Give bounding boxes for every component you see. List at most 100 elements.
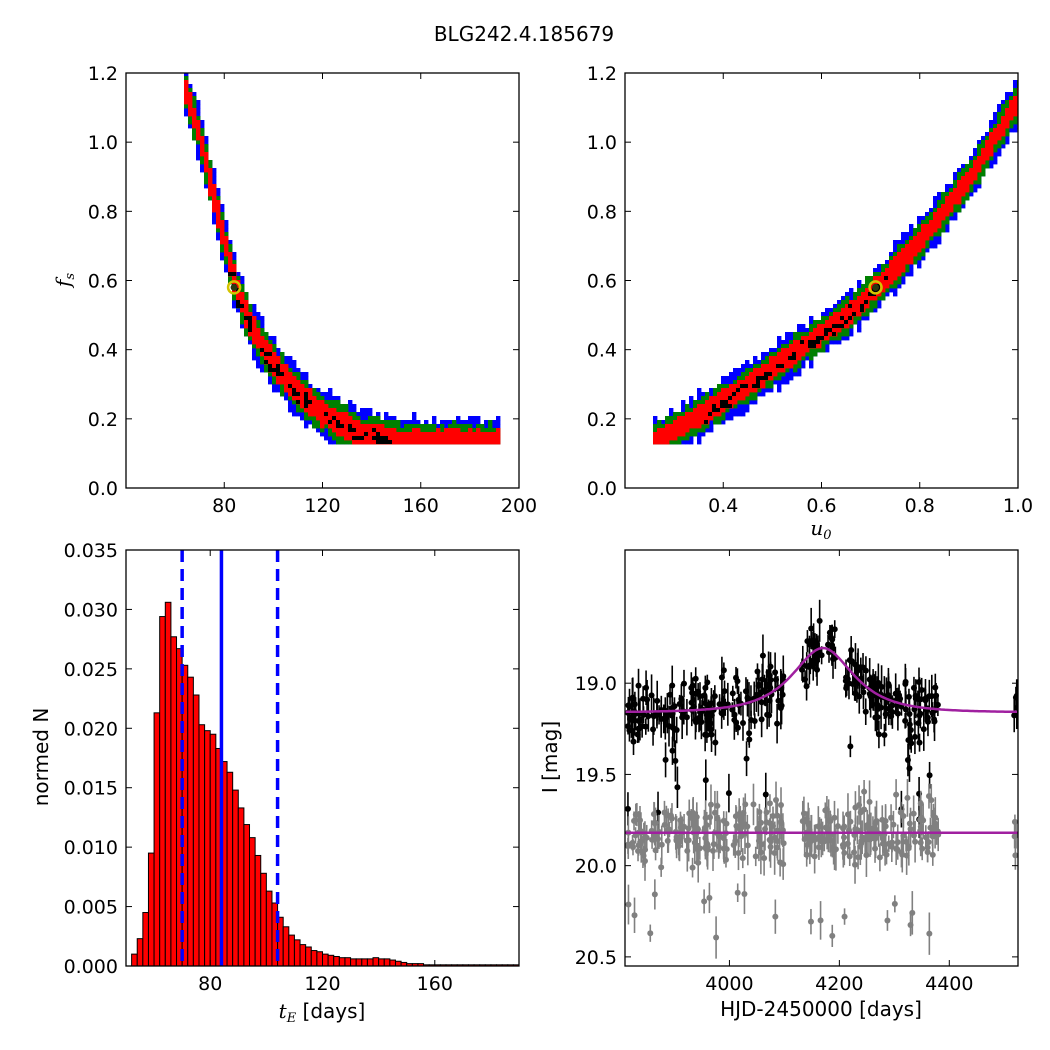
sigma1-cell [973,160,978,165]
sigma1-cell [853,304,858,309]
sigma2-cell [981,164,986,169]
sigma2-cell [813,320,818,325]
sigma3-cell [468,420,473,425]
sigma3-cell [893,288,898,293]
sigma2-cell [1001,108,1006,113]
sigma1-cell [937,216,942,221]
sigma1-cell [288,388,293,393]
sigma2-cell [845,296,850,301]
sigma1-cell [769,356,774,361]
sample-cell [812,340,816,344]
histogram-bar [249,837,256,967]
sigma3-cell [857,324,862,329]
sigma3-cell [352,408,357,413]
sigma1-cell [320,412,325,417]
sigma3-cell [681,408,686,413]
sigma3-cell [801,360,806,365]
sigma2-cell [689,432,694,437]
sigma1-cell [496,436,501,441]
sigma1-cell [837,316,842,321]
sigma1-cell [352,440,357,445]
sigma2-cell [913,260,918,265]
sigma1-cell [889,272,894,277]
sigma3-cell [204,184,209,189]
sigma3-cell [725,376,730,381]
sigma3-cell [829,308,834,313]
sigma3-cell [689,436,694,441]
sigma1-cell [969,168,974,173]
sigma3-cell [328,436,333,441]
sigma3-cell [825,308,830,313]
sigma2-cell [809,348,814,353]
sigma2-cell [953,208,958,213]
sigma1-cell [885,284,890,289]
data-point [915,720,922,727]
sigma3-cell [737,372,742,377]
sigma3-cell [797,328,802,333]
sigma1-cell [989,132,994,137]
sigma1-cell [428,440,433,445]
sigma1-cell [368,436,373,441]
data-point [831,626,838,633]
sigma1-cell [212,188,217,193]
sigma3-cell [773,380,778,385]
sigma1-cell [953,196,958,201]
sigma1-cell [352,424,357,429]
sigma2-cell [336,408,341,413]
sigma2-cell [380,420,385,425]
sigma2-cell [769,384,774,389]
sigma1-cell [1013,108,1018,113]
sigma2-cell [484,428,489,433]
sample-cell [860,308,864,312]
sigma2-cell [997,120,1002,125]
sigma1-cell [833,312,838,317]
histogram-bar [136,938,144,967]
sigma1-cell [653,432,658,437]
data-point [733,674,740,681]
sigma3-cell [388,416,393,421]
sigma1-cell [881,284,886,289]
sigma2-cell [388,420,393,425]
sigma1-cell [340,412,345,417]
sigma2-cell [332,436,337,441]
sigma3-cell [260,316,265,321]
sigma2-cell [977,180,982,185]
sigma1-cell [192,112,197,117]
sigma1-cell [288,380,293,385]
sigma1-cell [188,108,193,113]
data-point [625,805,631,812]
data-point [703,732,710,739]
sigma3-cell [741,412,746,417]
sigma1-cell [977,156,982,161]
sigma1-cell [985,156,990,161]
sigma1-cell [1009,116,1014,121]
sigma1-cell [857,304,862,309]
sigma3-cell [945,188,950,193]
sigma2-cell [204,180,209,185]
sample-cell [380,440,384,444]
sigma2-cell [993,144,998,149]
sigma3-cell [216,232,221,237]
sigma1-cell [989,140,994,145]
sample-cell [832,324,836,328]
sigma1-cell [653,436,658,441]
data-point [1011,712,1018,719]
sigma1-cell [949,192,954,197]
sigma1-cell [224,252,229,257]
sigma2-cell [841,328,846,333]
y-tick-label: 0.8 [587,201,617,223]
sigma1-cell [268,360,273,365]
sigma2-cell [949,188,954,193]
sigma3-cell [909,232,914,237]
data-point [626,727,633,734]
sigma3-cell [292,404,297,409]
sigma2-cell [713,416,718,421]
sigma2-cell [977,152,982,157]
x-axis-label-te: tE [days] [279,999,366,1026]
y-axis-label-normed-n: normed N [29,708,53,807]
sigma1-cell [340,420,345,425]
sigma3-cell [801,328,806,333]
sigma3-cell [953,212,958,217]
sigma1-cell [472,440,477,445]
sigma1-cell [701,408,706,413]
